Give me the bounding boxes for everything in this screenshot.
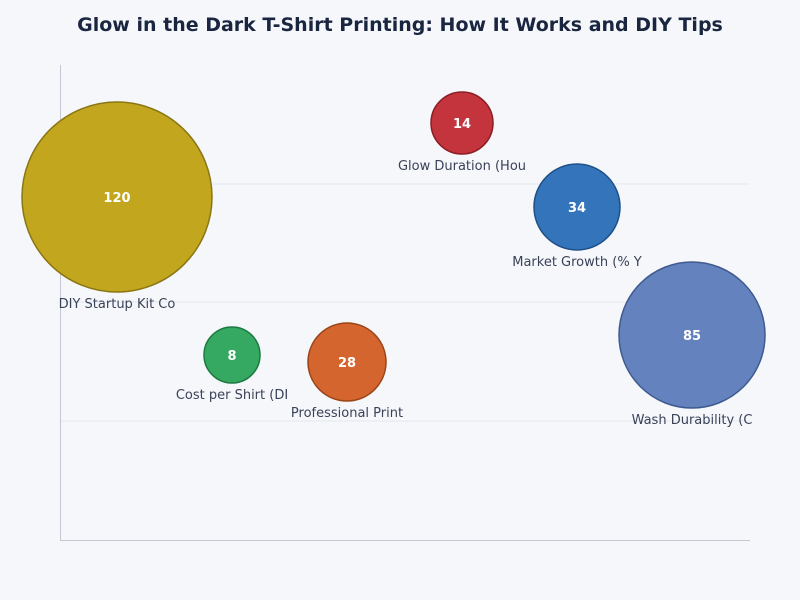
bubble-circle bbox=[533, 163, 621, 251]
bubble-label: Wash Durability (C bbox=[632, 413, 753, 428]
bubble-value: 14 bbox=[453, 117, 471, 132]
bubble: 8 Cost per Shirt (DI bbox=[176, 326, 288, 403]
bubble: 120 DIY Startup Kit Co bbox=[21, 101, 213, 312]
bubble-circle bbox=[21, 101, 213, 293]
bubble-label: Cost per Shirt (DI bbox=[176, 388, 288, 403]
bubble-value: 28 bbox=[338, 356, 356, 371]
bubble-label: DIY Startup Kit Co bbox=[59, 297, 176, 312]
bubble: 85 Wash Durability (C bbox=[618, 261, 766, 428]
bubble-circle bbox=[307, 322, 387, 402]
bubble-label: Market Growth (% Y bbox=[512, 255, 642, 270]
chart-title: Glow in the Dark T-Shirt Printing: How I… bbox=[77, 14, 723, 36]
bubble-circle bbox=[430, 91, 494, 155]
bubble-label: Professional Print bbox=[291, 406, 403, 421]
bubble-value: 34 bbox=[568, 201, 586, 216]
bubble: 34 Market Growth (% Y bbox=[512, 163, 642, 270]
bubble-value: 120 bbox=[103, 191, 130, 206]
bubbles: 120 DIY Startup Kit Co 14 Glow Duration (Ho… bbox=[21, 91, 766, 428]
bubble-value: 85 bbox=[683, 329, 701, 344]
bubble: 28 Professional Print bbox=[291, 322, 403, 421]
bubble-value: 8 bbox=[227, 349, 236, 364]
bubble-circle bbox=[618, 261, 766, 409]
bubble: 14 Glow Duration (Hou bbox=[398, 91, 526, 174]
bubble-circle bbox=[203, 326, 261, 384]
bubble-label: Glow Duration (Hou bbox=[398, 159, 526, 174]
